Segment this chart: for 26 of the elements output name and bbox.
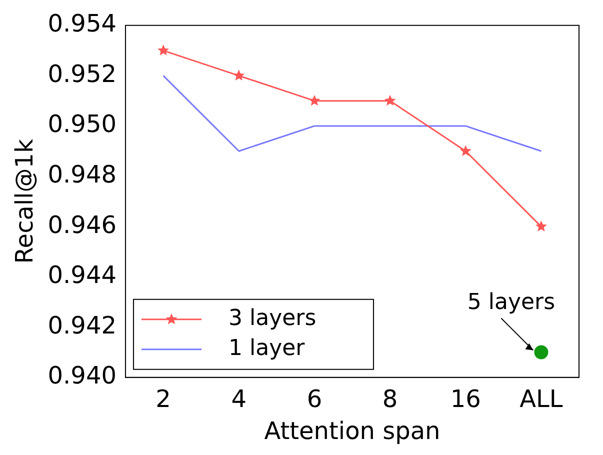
y-tick-label: 0.942: [48, 311, 117, 340]
point: [460, 145, 472, 156]
point: [534, 345, 548, 360]
point: [308, 94, 320, 106]
y-tick-label: 0.954: [48, 10, 117, 38]
point: [233, 70, 245, 81]
annotation: 5 layers: [467, 290, 556, 315]
x-tick-label: 2: [156, 385, 171, 414]
legend-label: 1 layer: [228, 336, 306, 362]
y-tick-label: 0.946: [48, 210, 117, 239]
y-tick-label: 0.948: [48, 160, 117, 188]
y-tick-label: 0.952: [48, 60, 117, 88]
point: [158, 44, 170, 56]
x-tick-label: ALL: [520, 385, 564, 414]
x-axis-title: Attention span: [264, 416, 440, 445]
y-tick-label: 0.940: [48, 362, 117, 390]
point: [384, 94, 396, 106]
x-tick-label: 8: [382, 385, 398, 414]
y-axis-title: Recall@1k: [10, 138, 39, 264]
y-tick-label: 0.944: [48, 261, 117, 290]
y-tick-label: 0.950: [48, 110, 117, 138]
point: [536, 220, 547, 232]
x-tick-label: 16: [450, 385, 481, 414]
x-tick-label: 4: [231, 385, 247, 414]
x-tick-label: 6: [306, 385, 322, 414]
legend-label: 3 layers: [228, 306, 316, 332]
